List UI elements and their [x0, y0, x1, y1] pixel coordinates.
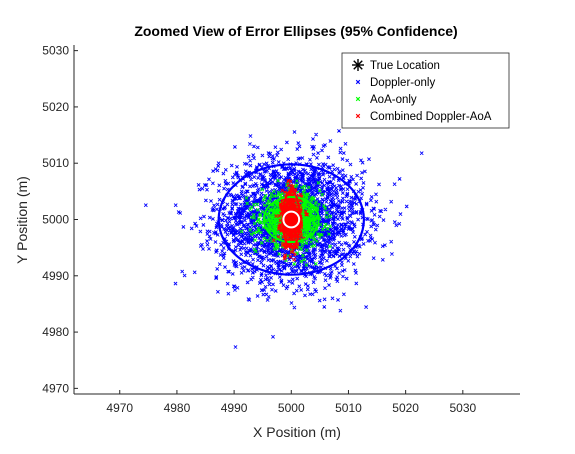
legend: True Location Doppler-only AoA-only Comb… [341, 52, 510, 129]
x-tick-label: 5000 [278, 401, 305, 415]
legend-box [341, 52, 510, 129]
legend-entry-doppler-only: Doppler-only [355, 77, 435, 89]
asterisk-marker-icon [352, 59, 364, 71]
y-tick-label: 5020 [42, 100, 69, 114]
x-tick-label: 5030 [449, 401, 476, 415]
chart-title: Zoomed View of Error Ellipses (95% Confi… [134, 23, 457, 39]
red-x-marker-icon [355, 113, 361, 119]
legend-label-aoa-only: AoA-only [370, 94, 417, 106]
asterisk-marker [352, 59, 364, 71]
x-tick-label: 4970 [106, 401, 133, 415]
blue-x-marker-icon [355, 79, 361, 85]
legend-marker-aoa [355, 96, 361, 102]
y-tick-label: 5010 [42, 156, 69, 170]
y-ticks: 4970 4980 4990 5000 5010 5020 5030 [42, 44, 78, 395]
true-location-circle [282, 210, 301, 229]
x-axis-label: X Position (m) [253, 424, 341, 440]
asterisk-stroke [353, 60, 363, 70]
plot-area: 4970 4980 4990 5000 5010 5020 5030 4970 4980 499… [42, 44, 520, 415]
y-tick-label: 4990 [42, 269, 69, 283]
x-tick-label: 5010 [335, 401, 362, 415]
legend-entry-aoa-only: AoA-only [355, 94, 417, 106]
legend-label-doppler-only: Doppler-only [370, 77, 435, 89]
legend-label-true-location: True Location [370, 60, 440, 72]
legend-marker-combined [355, 113, 361, 119]
y-tick-label: 4970 [42, 381, 69, 395]
y-tick-label: 4980 [42, 325, 69, 339]
series-layer [143, 113, 424, 349]
y-tick-label: 5030 [42, 44, 69, 58]
legend-entry-combined: Combined Doppler-AoA [355, 111, 492, 123]
y-tick-label: 5000 [42, 213, 69, 227]
green-x-marker-icon [355, 96, 361, 102]
x-tick-label: 4980 [164, 401, 191, 415]
legend-entry-true-location: True Location [352, 59, 440, 72]
x-ticks: 4970 4980 4990 5000 5010 5020 5030 [106, 390, 476, 415]
legend-marker-doppler [355, 79, 361, 85]
legend-label-combined: Combined Doppler-AoA [370, 111, 492, 123]
y-axis-label: Y Position (m) [14, 176, 30, 264]
error-ellipse-1 [217, 163, 365, 276]
error-ellipse-2 [262, 195, 320, 244]
x-tick-label: 4990 [221, 401, 248, 415]
x-tick-label: 5020 [392, 401, 419, 415]
